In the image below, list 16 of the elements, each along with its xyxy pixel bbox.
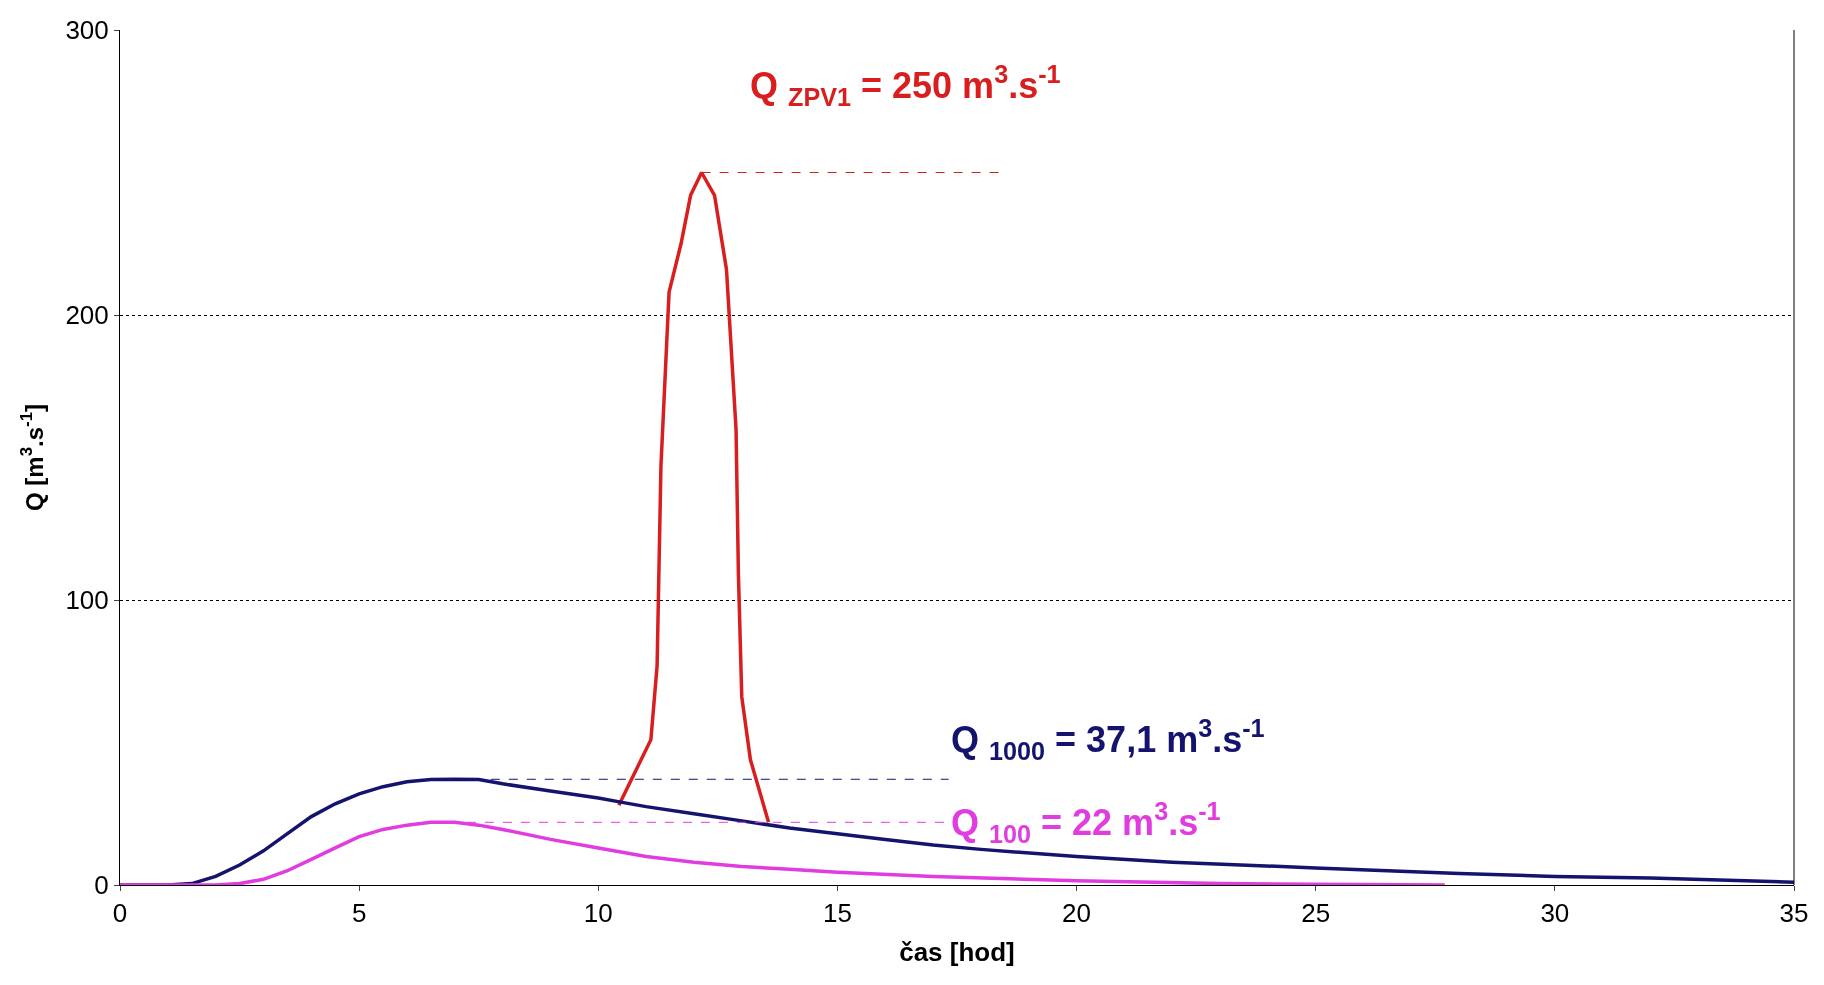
x-tick-label: 0 <box>112 898 128 929</box>
x-tick-label: 10 <box>583 898 613 929</box>
ref-line-label: Q $_{100}$ = 22 m$^{3}$.s$^{-1}$ <box>951 797 1221 848</box>
x-tick-label: 15 <box>822 898 852 929</box>
ref-line-label: Q $_{ZPV1}$ = 250 m$^{3}$.s$^{-1}$ <box>750 60 1061 111</box>
x-tick-label: 35 <box>1779 898 1809 929</box>
x-tick-label: 25 <box>1301 898 1331 929</box>
ref-line-label: Q $_{1000}$ = 37,1 m$^{3}$.s$^{-1}$ <box>951 714 1265 765</box>
x-tick-label: 5 <box>351 898 367 929</box>
y-tick-label: 0 <box>94 870 109 901</box>
y-tick-label: 200 <box>65 300 109 331</box>
x-tick-label: 30 <box>1540 898 1570 929</box>
x-tick-label: 20 <box>1062 898 1092 929</box>
y-tick-label: 300 <box>65 15 109 46</box>
y-tick-label: 100 <box>65 585 109 616</box>
x-axis-title: čas [hod] <box>899 936 1015 967</box>
